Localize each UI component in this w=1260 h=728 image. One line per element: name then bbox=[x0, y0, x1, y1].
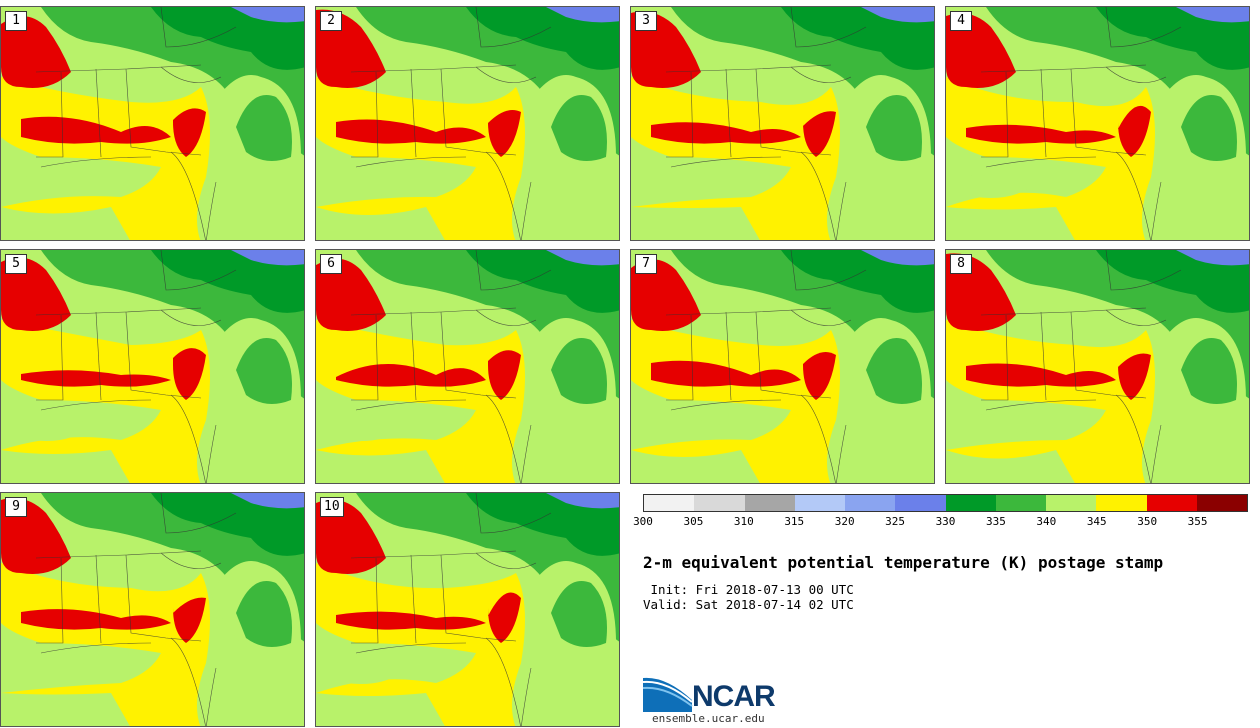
colorbar-segment bbox=[794, 495, 845, 511]
colorbar-tick-label: 315 bbox=[784, 515, 805, 528]
member-number: 4 bbox=[950, 11, 972, 31]
colorbar-segment bbox=[995, 495, 1046, 511]
colorbar bbox=[643, 494, 1248, 512]
member-number: 6 bbox=[320, 254, 342, 274]
member-number: 7 bbox=[635, 254, 657, 274]
theta-e-map bbox=[316, 493, 619, 726]
colorbar-segment bbox=[895, 495, 946, 511]
member-panel: 4 bbox=[945, 6, 1250, 241]
member-panel: 8 bbox=[945, 249, 1250, 484]
member-panel: 1 bbox=[0, 6, 305, 241]
colorbar-segment bbox=[1046, 495, 1097, 511]
colorbar-segment bbox=[744, 495, 795, 511]
member-number: 8 bbox=[950, 254, 972, 274]
colorbar-tick-label: 320 bbox=[834, 515, 855, 528]
colorbar-segment bbox=[694, 495, 745, 511]
theta-e-map bbox=[1, 7, 304, 240]
colorbar-segment bbox=[1196, 495, 1247, 511]
member-number: 1 bbox=[5, 11, 27, 31]
member-panel: 6 bbox=[315, 249, 620, 484]
colorbar-tick-label: 355 bbox=[1187, 515, 1208, 528]
theta-e-map bbox=[316, 250, 619, 483]
colorbar-tick-label: 340 bbox=[1036, 515, 1057, 528]
init-time: Init: Fri 2018-07-13 00 UTC bbox=[643, 582, 854, 597]
logo-url: ensemble.ucar.edu bbox=[652, 712, 765, 725]
colorbar-tick-label: 305 bbox=[683, 515, 704, 528]
theta-e-map bbox=[316, 7, 619, 240]
member-number: 5 bbox=[5, 254, 27, 274]
member-number: 2 bbox=[320, 11, 342, 31]
member-number: 9 bbox=[5, 497, 27, 517]
colorbar-segment bbox=[845, 495, 896, 511]
colorbar-segment bbox=[945, 495, 996, 511]
member-panel: 9 bbox=[0, 492, 305, 727]
member-panel: 5 bbox=[0, 249, 305, 484]
logo-name: NCAR bbox=[692, 680, 776, 713]
colorbar-segment bbox=[644, 495, 695, 511]
colorbar-tick-label: 300 bbox=[633, 515, 653, 528]
colorbar-segment bbox=[1096, 495, 1147, 511]
theta-e-map bbox=[1, 493, 304, 726]
colorbar-tick-label: 330 bbox=[935, 515, 956, 528]
ncar-logo-icon bbox=[642, 672, 694, 714]
colorbar-tick-label: 345 bbox=[1086, 515, 1107, 528]
colorbar-tick-label: 335 bbox=[985, 515, 1006, 528]
member-number: 10 bbox=[320, 497, 344, 517]
colorbar-tick-label: 310 bbox=[733, 515, 754, 528]
theta-e-map bbox=[946, 7, 1249, 240]
member-panel: 2 bbox=[315, 6, 620, 241]
colorbar-tick-label: 350 bbox=[1137, 515, 1158, 528]
member-number: 3 bbox=[635, 11, 657, 31]
valid-time: Valid: Sat 2018-07-14 02 UTC bbox=[643, 597, 854, 612]
figure-title: 2-m equivalent potential temperature (K)… bbox=[643, 553, 1164, 572]
colorbar-tick-label: 325 bbox=[885, 515, 906, 528]
theta-e-map bbox=[631, 7, 934, 240]
member-panel: 10 bbox=[315, 492, 620, 727]
member-panel: 7 bbox=[630, 249, 935, 484]
theta-e-map bbox=[631, 250, 934, 483]
member-panel: 3 bbox=[630, 6, 935, 241]
colorbar-segment bbox=[1146, 495, 1197, 511]
theta-e-map bbox=[1, 250, 304, 483]
theta-e-map bbox=[946, 250, 1249, 483]
